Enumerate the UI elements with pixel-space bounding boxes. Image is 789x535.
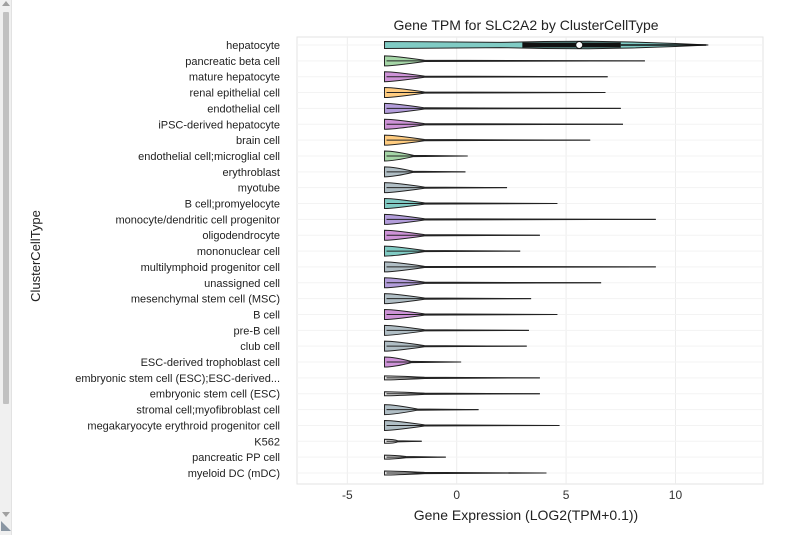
category-label: endothelial cell;microglial cell <box>138 151 280 163</box>
category-label: mature hepatocyte <box>189 72 280 84</box>
violin <box>384 55 645 67</box>
category-label: myeloid DC (mDC) <box>188 468 280 480</box>
category-label: renal epithelial cell <box>190 88 281 100</box>
category-label: stromal cell;myofibroblast cell <box>136 405 280 417</box>
violin <box>384 71 608 83</box>
violin <box>384 356 462 368</box>
violin <box>384 277 602 289</box>
y-axis-title: ClusterCellType <box>28 210 43 302</box>
category-label: K562 <box>254 436 280 448</box>
category-label: brain cell <box>236 135 280 147</box>
chart-title: Gene TPM for SLC2A2 by ClusterCellType <box>393 17 658 33</box>
category-label: unassigned cell <box>204 278 280 290</box>
category-label: megakaryocyte erythroid progenitor cell <box>87 420 280 432</box>
category-label: B cell;promyelocyte <box>185 199 280 211</box>
violin <box>384 134 591 146</box>
violin <box>384 118 623 130</box>
category-labels: hepatocyte pancreatic beta cell mature hep… <box>75 40 280 480</box>
violin <box>384 245 521 257</box>
category-label: pancreatic beta cell <box>185 56 280 68</box>
violin <box>384 308 558 320</box>
vertical-scrollbar[interactable] <box>0 0 12 535</box>
category-label: pancreatic PP cell <box>192 452 280 464</box>
x-axis-title: Gene Expression (LOG2(TPM+0.1)) <box>414 507 638 523</box>
category-label: iPSC-derived hepatocyte <box>158 119 280 131</box>
violin <box>384 293 532 305</box>
x-tick-label: 5 <box>563 488 570 502</box>
category-label: embryonic stem cell (ESC);ESC-derived... <box>75 373 280 385</box>
violin <box>384 150 468 162</box>
violin <box>384 419 560 431</box>
category-label: mesenchymal stem cell (MSC) <box>131 294 280 306</box>
violin <box>384 438 422 444</box>
category-label: ESC-derived trophoblast cell <box>141 357 280 369</box>
violin <box>384 470 547 476</box>
category-label: embryonic stem cell (ESC) <box>150 389 280 401</box>
violin <box>384 340 527 352</box>
violin <box>384 87 606 99</box>
violin <box>384 102 621 114</box>
plot-area <box>296 36 764 485</box>
scroll-up-arrow-icon[interactable] <box>2 1 10 6</box>
violin <box>384 213 656 225</box>
violins <box>384 40 709 476</box>
violin <box>384 404 479 416</box>
violin <box>384 198 558 210</box>
category-label: multilymphoid progenitor cell <box>141 262 280 274</box>
violin <box>384 324 529 336</box>
category-label: endothelial cell <box>207 103 280 115</box>
scroll-down-arrow-icon[interactable] <box>2 512 10 517</box>
violin <box>384 261 656 273</box>
violin <box>384 454 446 460</box>
category-label: oligodendrocyte <box>202 230 280 242</box>
x-tick-label: -5 <box>342 488 353 502</box>
median-point <box>575 41 584 49</box>
violin <box>384 182 508 194</box>
category-label: monocyte/dendritic cell progenitor <box>116 214 281 226</box>
violin <box>384 391 540 397</box>
category-label: myotube <box>238 183 280 195</box>
violin <box>384 229 540 241</box>
category-label: pre-B cell <box>234 325 280 337</box>
x-tick-labels: -5 0 5 10 <box>342 488 682 502</box>
scrollbar-thumb[interactable] <box>3 12 9 404</box>
category-label: club cell <box>240 341 280 353</box>
x-tick-label: 10 <box>669 488 683 502</box>
violin <box>384 166 466 178</box>
violin <box>384 40 709 50</box>
category-label: B cell <box>253 309 280 321</box>
violin <box>384 375 540 381</box>
x-tick-label: 0 <box>453 488 460 502</box>
category-label: hepatocyte <box>226 40 280 52</box>
category-label: mononuclear cell <box>197 246 280 258</box>
category-label: erythroblast <box>223 167 280 179</box>
